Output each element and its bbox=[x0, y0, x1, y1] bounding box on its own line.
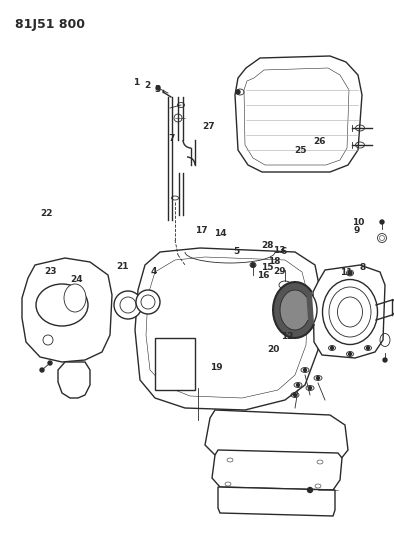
Text: 28: 28 bbox=[262, 241, 274, 249]
Polygon shape bbox=[135, 248, 320, 410]
Text: 24: 24 bbox=[71, 275, 83, 284]
Circle shape bbox=[48, 361, 52, 365]
Text: 10: 10 bbox=[352, 219, 365, 227]
Text: 22: 22 bbox=[40, 209, 53, 217]
Text: 1: 1 bbox=[133, 78, 139, 87]
Polygon shape bbox=[58, 362, 90, 398]
Circle shape bbox=[303, 368, 307, 372]
Text: 5: 5 bbox=[233, 247, 240, 256]
Text: 18: 18 bbox=[268, 257, 280, 265]
Circle shape bbox=[349, 352, 351, 356]
Circle shape bbox=[348, 271, 352, 275]
Circle shape bbox=[40, 368, 44, 372]
Circle shape bbox=[156, 86, 160, 90]
Polygon shape bbox=[313, 265, 385, 358]
Circle shape bbox=[316, 376, 320, 379]
Text: 23: 23 bbox=[44, 268, 57, 276]
Ellipse shape bbox=[64, 284, 86, 312]
Text: 19: 19 bbox=[210, 364, 223, 372]
Text: 14: 14 bbox=[214, 229, 227, 238]
Text: 21: 21 bbox=[116, 262, 128, 271]
Text: 17: 17 bbox=[195, 226, 207, 235]
Text: 8: 8 bbox=[359, 263, 366, 272]
Polygon shape bbox=[212, 450, 342, 490]
Ellipse shape bbox=[279, 287, 317, 333]
Circle shape bbox=[366, 346, 370, 350]
Ellipse shape bbox=[141, 295, 155, 309]
Circle shape bbox=[380, 220, 384, 224]
Polygon shape bbox=[273, 282, 314, 338]
Circle shape bbox=[294, 393, 297, 397]
Text: 3: 3 bbox=[154, 85, 161, 93]
Ellipse shape bbox=[120, 297, 136, 313]
Circle shape bbox=[307, 488, 312, 492]
Polygon shape bbox=[205, 410, 348, 460]
Polygon shape bbox=[218, 487, 335, 516]
Circle shape bbox=[331, 346, 333, 350]
Text: 9: 9 bbox=[353, 226, 360, 235]
Text: 2: 2 bbox=[145, 81, 151, 90]
Circle shape bbox=[383, 358, 387, 362]
Text: 12: 12 bbox=[281, 333, 294, 341]
Ellipse shape bbox=[323, 279, 377, 344]
Circle shape bbox=[236, 90, 240, 94]
Circle shape bbox=[297, 384, 299, 386]
Circle shape bbox=[309, 386, 312, 390]
Text: 11: 11 bbox=[340, 269, 353, 277]
Text: 26: 26 bbox=[313, 137, 325, 146]
Text: 16: 16 bbox=[257, 271, 269, 279]
Text: 27: 27 bbox=[203, 123, 215, 131]
Text: 6: 6 bbox=[281, 247, 287, 256]
Polygon shape bbox=[235, 56, 362, 172]
Text: 25: 25 bbox=[294, 146, 307, 155]
Ellipse shape bbox=[136, 290, 160, 314]
Text: 20: 20 bbox=[268, 345, 280, 353]
Text: 7: 7 bbox=[168, 134, 175, 143]
Polygon shape bbox=[22, 258, 112, 362]
Text: 15: 15 bbox=[261, 263, 273, 272]
Circle shape bbox=[251, 263, 255, 267]
Text: 29: 29 bbox=[273, 268, 286, 276]
Text: 13: 13 bbox=[273, 246, 286, 255]
Ellipse shape bbox=[36, 284, 88, 326]
Text: 81J51 800: 81J51 800 bbox=[15, 18, 85, 31]
Bar bbox=[155, 338, 195, 390]
Ellipse shape bbox=[114, 291, 142, 319]
Polygon shape bbox=[280, 290, 308, 330]
Text: 4: 4 bbox=[151, 268, 157, 276]
